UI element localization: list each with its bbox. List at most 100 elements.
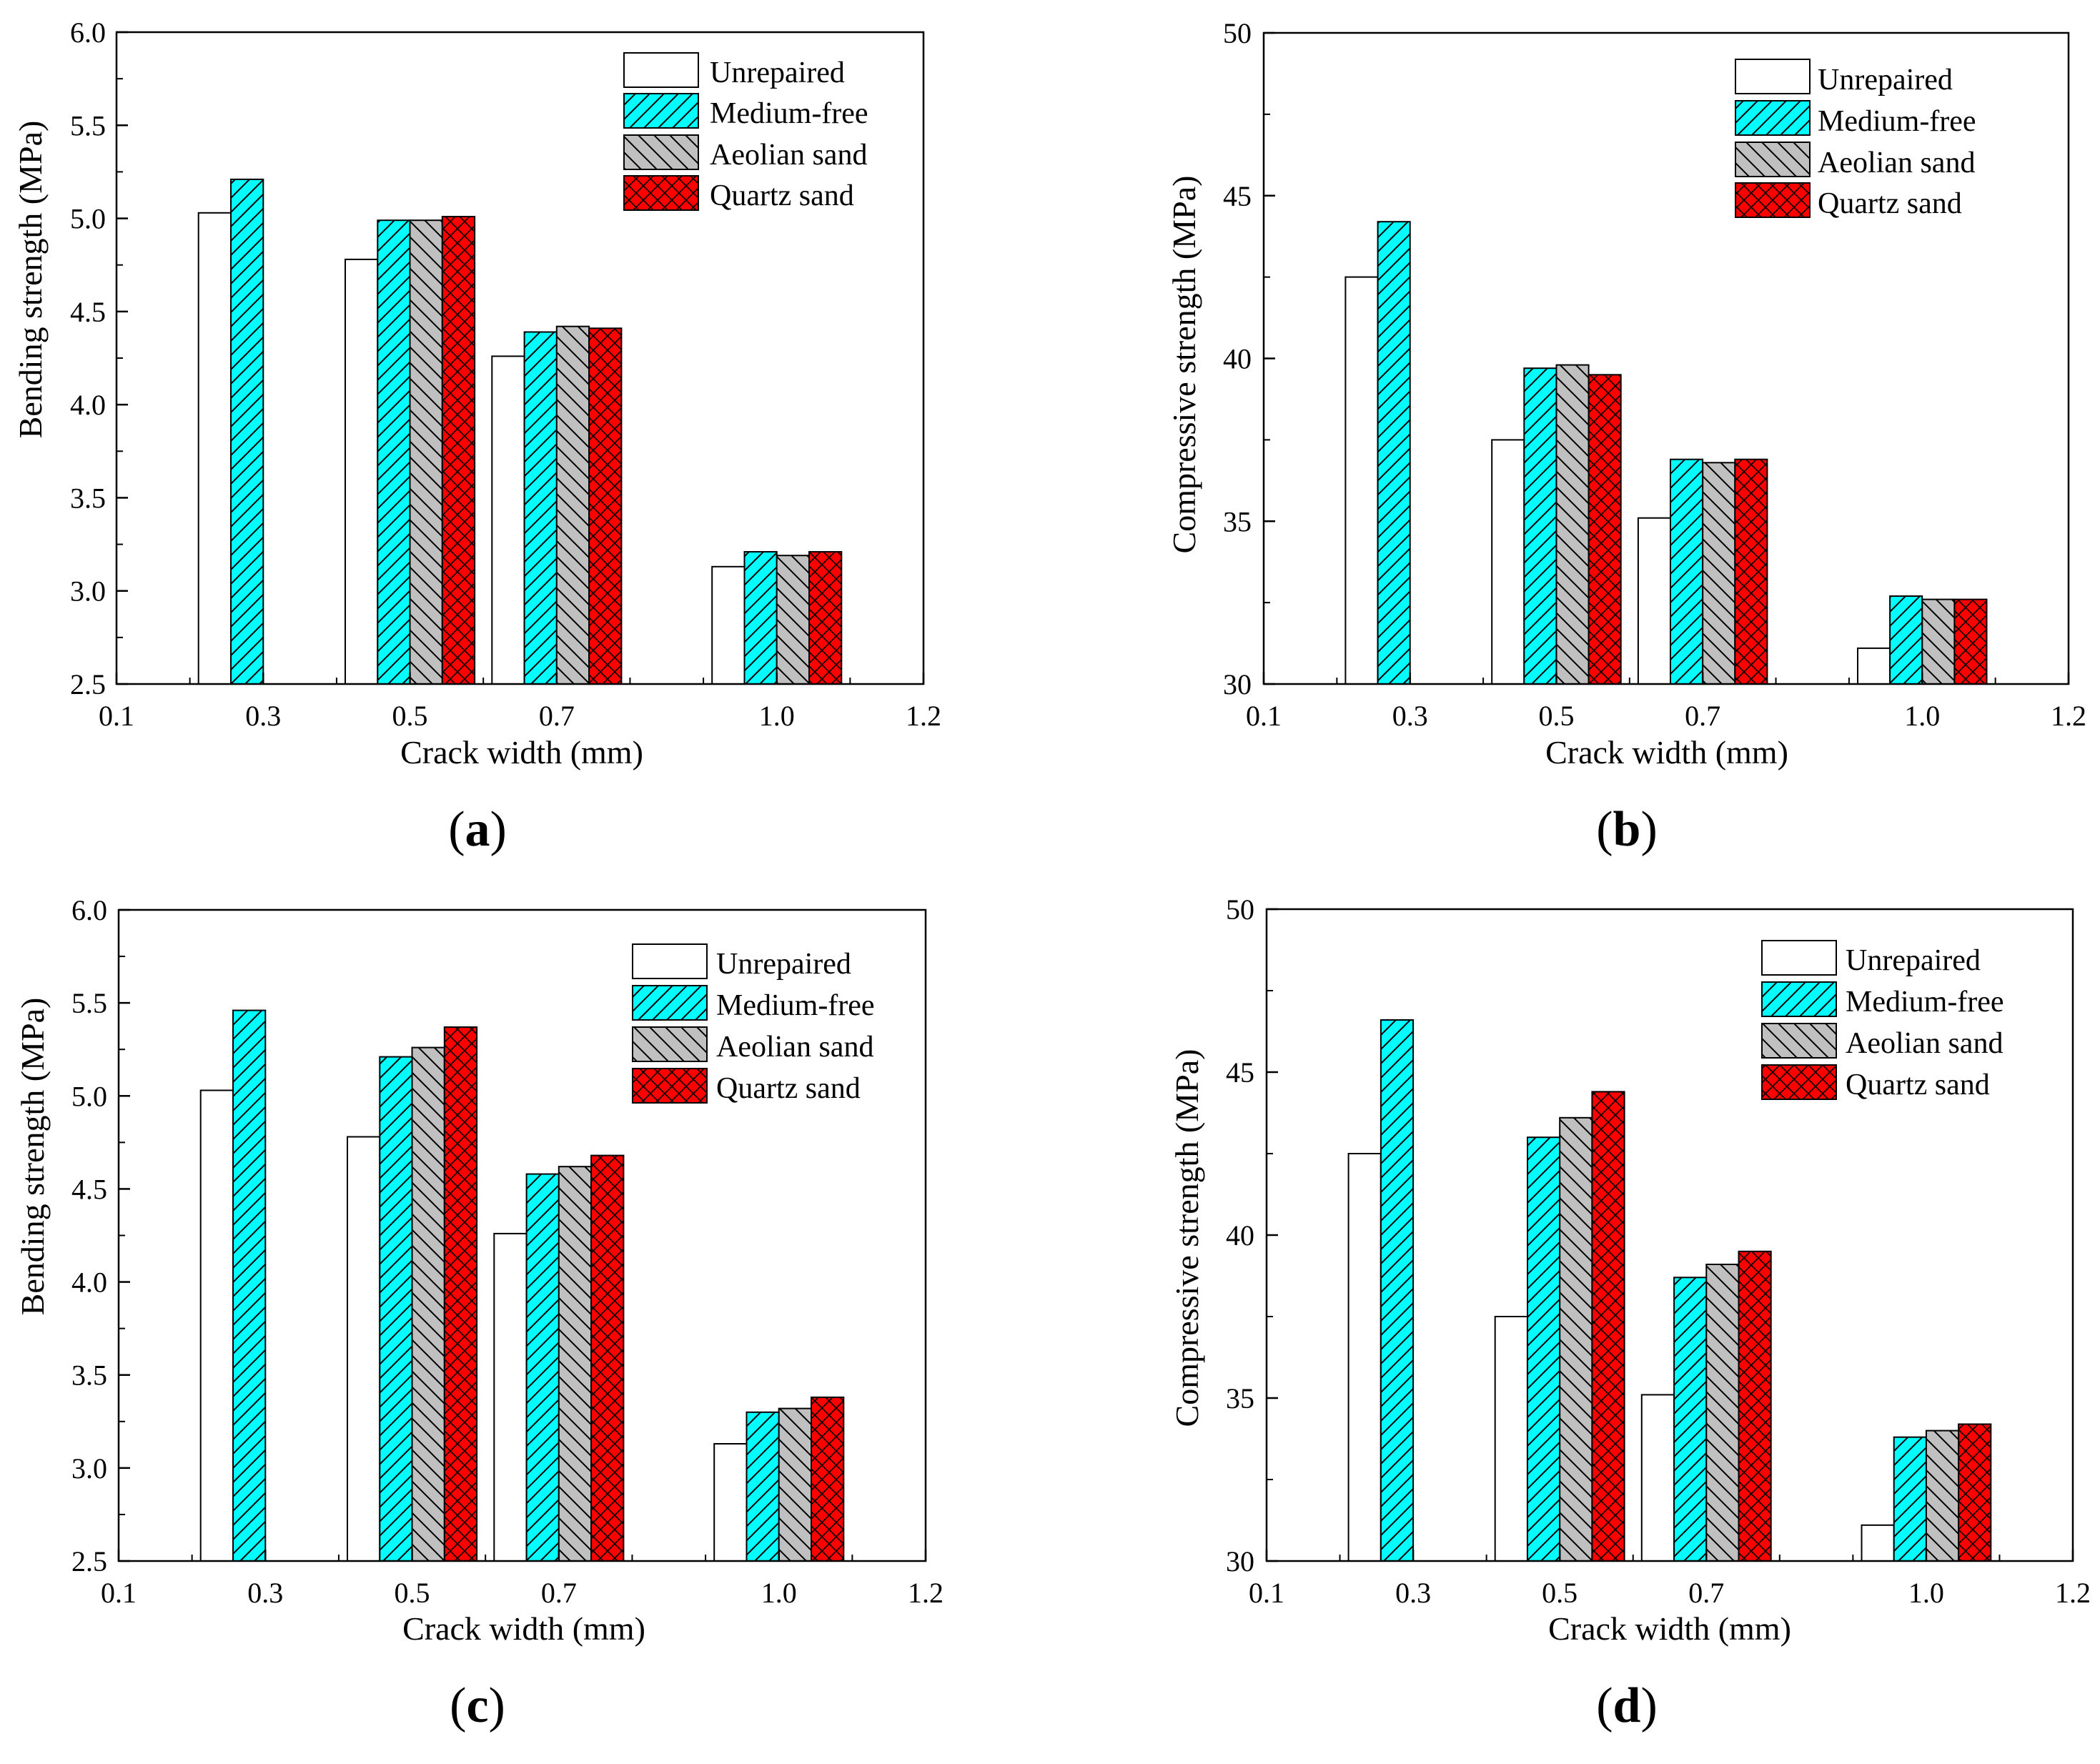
bar-unrepaired-1 [1857, 647, 1891, 685]
bar-unrepaired-1 [711, 565, 746, 685]
x-tick-label: 0.5 [392, 700, 428, 732]
bar-quartz-sand-1 [1958, 1423, 1992, 1562]
legend-label-quartz-sand: Quartz sand [710, 179, 854, 212]
legend-label-aeolian-sand: Aeolian sand [1818, 147, 1975, 179]
y-axis-label: Bending strength (MPa) [14, 998, 51, 1316]
y-axis-label: Compressive strength (MPa) [1169, 1049, 1205, 1427]
legend-label-medium-free: Medium-free [1846, 986, 2004, 1019]
y-tick-label: 6.0 [71, 894, 107, 926]
bar-unrepaired-0_5 [1491, 439, 1525, 685]
x-tick-label: 1.0 [1908, 1577, 1944, 1609]
bar-unrepaired-0_7 [493, 1232, 528, 1562]
bar-quartz-sand-0_5 [1591, 1091, 1625, 1562]
panel-letter: b [1613, 802, 1641, 857]
panel-label: (c) [450, 1678, 505, 1733]
bar-medium-free-1 [1893, 1436, 1927, 1562]
legend: Unrepaired Medium-free Aeolian sand Quar… [623, 52, 868, 212]
y-axis-label: Bending strength (MPa) [12, 121, 49, 439]
y-tick-label: 3.5 [70, 482, 106, 514]
y-tick-label: 30 [1226, 1545, 1254, 1577]
y-tick-label: 35 [1223, 505, 1252, 537]
x-tick-label: 0.7 [541, 1577, 577, 1609]
bar-medium-free-0_7 [1670, 458, 1704, 685]
legend-entry-unrepaired: Unrepaired [623, 52, 845, 89]
legend-entry-medium-free: Medium-free [1761, 981, 2004, 1019]
legend-entry-quartz-sand: Quartz sand [1735, 182, 1962, 220]
legend-entry-medium-free: Medium-free [623, 93, 868, 130]
x-tick-label: 0.3 [1395, 1577, 1431, 1609]
legend-swatch-medium-free [1735, 100, 1811, 136]
legend-swatch-quartz-sand [632, 1068, 708, 1104]
legend-swatch-unrepaired [623, 52, 699, 88]
bar-aeolian-sand-1 [1925, 1429, 1960, 1562]
x-tick-label: 0.5 [1538, 700, 1574, 732]
legend-label-quartz-sand: Quartz sand [1846, 1069, 1990, 1101]
legend-entry-aeolian-sand: Aeolian sand [632, 1026, 873, 1064]
legend-entry-medium-free: Medium-free [1735, 100, 1976, 138]
legend-swatch-quartz-sand [623, 175, 699, 211]
legend-label-medium-free: Medium-free [716, 989, 875, 1022]
legend: Unrepaired Medium-free Aeolian sand Quar… [1735, 59, 1976, 220]
bar-medium-free-0_5 [1527, 1136, 1561, 1562]
legend-entry-unrepaired: Unrepaired [632, 943, 851, 981]
legend-label-aeolian-sand: Aeolian sand [1846, 1027, 2003, 1060]
x-tick-label: 0.1 [1249, 1577, 1284, 1609]
bar-quartz-sand-0_5 [1588, 374, 1622, 685]
bar-medium-free-0_3 [232, 1009, 267, 1562]
plot-area: 30 35 40 45 50 0.1 0.3 0.5 0.7 1.0 1.2 [1226, 893, 2091, 1609]
x-tick-label: 1.2 [908, 1577, 943, 1609]
legend-swatch-aeolian-sand [1735, 142, 1811, 177]
bar-aeolian-sand-1 [776, 555, 810, 685]
panel-a: 2.5 3.0 3.5 4.0 4.5 5.0 5.5 6.0 0.1 0.3 0.5 0.7 1.0 1… [12, 16, 941, 857]
x-tick-label: 1.2 [2055, 1577, 2091, 1609]
y-tick-label: 5.5 [70, 109, 106, 142]
y-tick-label: 5.5 [71, 987, 107, 1019]
bar-aeolian-sand-0_7 [558, 1166, 593, 1562]
bar-unrepaired-1 [1861, 1524, 1895, 1562]
legend-swatch-medium-free [623, 93, 699, 129]
y-tick-label: 4.5 [70, 296, 106, 328]
bar-quartz-sand-0_7 [590, 1154, 625, 1562]
legend-entry-aeolian-sand: Aeolian sand [1735, 142, 1975, 179]
y-tick-label: 6.0 [70, 16, 106, 49]
legend-swatch-unrepaired [1735, 59, 1811, 94]
plot-area: 2.5 3.0 3.5 4.0 4.5 5.0 5.5 6.0 0.1 0.3 0.5 0.7 1.0 1… [70, 16, 941, 732]
bar-unrepaired-0_3 [1344, 276, 1379, 685]
legend-label-aeolian-sand: Aeolian sand [710, 139, 867, 172]
y-tick-label: 3.0 [71, 1452, 107, 1485]
bar-medium-free-0_5 [377, 219, 411, 685]
legend-label-unrepaired: Unrepaired [710, 56, 845, 89]
y-tick-label: 50 [1226, 893, 1254, 926]
legend-entry-aeolian-sand: Aeolian sand [623, 134, 867, 172]
y-tick-label: 35 [1226, 1382, 1254, 1414]
x-tick-label: 0.1 [101, 1577, 137, 1609]
y-tick-label: 5.0 [71, 1080, 107, 1112]
panel-label: (d) [1596, 1678, 1658, 1733]
bar-quartz-sand-0_7 [588, 327, 623, 685]
y-axis-label: Compressive strength (MPa) [1166, 176, 1202, 554]
legend-label-medium-free: Medium-free [710, 97, 868, 130]
x-tick-label: 0.5 [395, 1577, 430, 1609]
x-tick-label: 0.3 [1392, 700, 1428, 732]
bar-medium-free-0_3 [1377, 221, 1411, 685]
bar-medium-free-1 [743, 551, 778, 685]
y-tick-label: 3.5 [71, 1359, 107, 1392]
y-tick-label: 2.5 [71, 1545, 107, 1577]
x-tick-label: 0.1 [1246, 700, 1282, 732]
x-tick-label: 0.7 [539, 700, 575, 732]
bar-aeolian-sand-0_5 [411, 1046, 445, 1562]
y-tick-label: 4.5 [71, 1173, 107, 1205]
plot-area: 2.5 3.0 3.5 4.0 4.5 5.0 5.5 6.0 0.1 0.3 0.5 0.7 1.0 1… [71, 894, 943, 1609]
legend-swatch-medium-free [632, 985, 708, 1021]
bar-unrepaired-0_5 [347, 1136, 381, 1562]
bar-unrepaired-0_5 [1494, 1316, 1528, 1562]
legend-entry-unrepaired: Unrepaired [1761, 940, 1981, 977]
panel-c: 2.5 3.0 3.5 4.0 4.5 5.0 5.5 6.0 0.1 0.3 0.5 0.7 1.0 1… [14, 894, 943, 1733]
legend-label-quartz-sand: Quartz sand [716, 1072, 861, 1105]
bar-quartz-sand-0_7 [1734, 458, 1768, 685]
bar-quartz-sand-0_5 [443, 1026, 478, 1562]
legend-entry-quartz-sand: Quartz sand [632, 1068, 861, 1105]
legend-swatch-aeolian-sand [632, 1026, 708, 1062]
legend-swatch-quartz-sand [1735, 182, 1811, 218]
